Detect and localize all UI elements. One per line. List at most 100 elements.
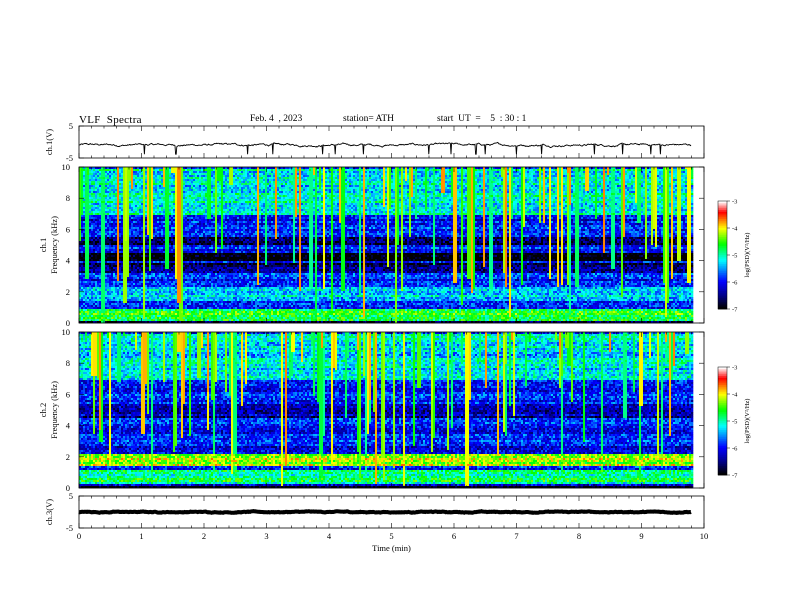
ch1-spectrogram-cell (471, 177, 473, 179)
ch1-spectrogram-cell (233, 171, 235, 173)
ch1-spectrogram-cell (409, 171, 411, 173)
ch1-spectrogram-cell (269, 169, 271, 171)
ch1-spectrogram-cell (159, 171, 161, 173)
ch1-spectrogram-cell (155, 175, 157, 177)
ch1-spectrogram-cell (563, 177, 565, 179)
ch1-spectrogram-cell (663, 173, 665, 175)
ch1-spectrogram-cell (89, 171, 91, 173)
ch1-spectrogram-cell (485, 171, 487, 173)
ch1-spectrogram-cell (533, 169, 535, 171)
ch1-spectrogram-cell (669, 169, 671, 171)
ch1-spectrogram-cell (103, 175, 105, 177)
ch1-spectrogram-cell (291, 173, 293, 175)
ch1-spectrogram-cell (621, 177, 623, 179)
ch1-spectrogram-cell (487, 177, 489, 179)
ch1-spectrogram-cell (645, 171, 647, 173)
ch1-spectrogram-cell (597, 177, 599, 179)
ch1-spectrogram-cell (267, 171, 269, 173)
ch1-spectrogram-cell (449, 175, 451, 177)
ch1-spectrogram-cell (241, 173, 243, 175)
ch1-spectrogram-cell (483, 171, 485, 173)
ch1-spectrogram-cell (581, 169, 583, 171)
ch1-spectrogram-cell (371, 173, 373, 175)
ch1-spectrogram-cell (279, 171, 281, 173)
ch1-spectrogram-cell (673, 171, 675, 173)
ch1-spectrogram-cell (469, 169, 471, 171)
ch1-spectrogram-cell (331, 175, 333, 177)
ch1-spectrogram-cell (449, 169, 451, 171)
ch1-spectrogram-cell (593, 175, 595, 177)
ch1-spectrogram-cell (503, 175, 505, 177)
ch1-spectrogram-cell (613, 173, 615, 175)
ch1-spectrogram-cell (265, 177, 267, 179)
ch1-spectrogram-cell (365, 169, 367, 171)
ch1-spectrogram-cell (661, 169, 663, 171)
ch1-spectrogram-cell (491, 177, 493, 179)
ch1-spectrogram-cell (687, 173, 689, 175)
ch1-spectrogram-cell (431, 171, 433, 173)
ch1-spectrogram-cell (669, 177, 671, 179)
ch1-spectrogram-cell (265, 175, 267, 177)
ch1-spectrogram-cell (673, 175, 675, 177)
ch1-spectrogram-cell (189, 169, 191, 171)
ch1-spectrogram-cell (209, 177, 211, 179)
ch1-spectrogram-cell (575, 169, 577, 171)
ch1-spectrogram-cell (459, 177, 461, 179)
ch1-spectrogram-cell (335, 175, 337, 177)
ch1-spectrogram-cell (451, 173, 453, 175)
ch1-spectrogram-cell (199, 173, 201, 175)
ch1-spectrogram-cell (253, 173, 255, 175)
ch1-spectrogram-cell (365, 173, 367, 175)
ch1-spectrogram-cell (115, 169, 117, 171)
ch1-spectrogram-cell (309, 173, 311, 175)
ch1-spectrogram-cell (603, 177, 605, 179)
ch1-spectrogram-cell (233, 169, 235, 171)
ch1-spectrogram-cell (373, 175, 375, 177)
ch1-spectrogram-cell (551, 173, 553, 175)
ch1-spectrogram-cell (637, 173, 639, 175)
ch1-spectrogram-cell (627, 173, 629, 175)
ch1-spectrogram-cell (107, 169, 109, 171)
ch1-spectrogram-cell (643, 173, 645, 175)
ch1-spectrogram-cell (239, 177, 241, 179)
ch1-spectrogram-cell (671, 175, 673, 177)
ch1-spectrogram-cell (135, 177, 137, 179)
ch1-spectrogram-cell (593, 177, 595, 179)
ch1-spectrogram-cell (405, 177, 407, 179)
ch1-spectrogram-cell (209, 175, 211, 177)
ch1-spectrogram-cell (573, 173, 575, 175)
ch1-spectrogram-cell (209, 173, 211, 175)
ch1-spectrogram-cell (157, 177, 159, 179)
ch1-spectrogram-cell (351, 169, 353, 171)
ch1-spectrogram-cell (649, 173, 651, 175)
ch1-spectrogram-cell (95, 177, 97, 179)
ch1-spectrogram-cell (597, 175, 599, 177)
ch1-spectrogram-cell (339, 175, 341, 177)
ch1-spectrogram-cell (219, 173, 221, 175)
ch1-spectrogram-cell (631, 177, 633, 179)
ch1-spectrogram-cell (117, 171, 119, 173)
ch1-spectrogram-cell (431, 175, 433, 177)
ch1-spectrogram-cell (655, 173, 657, 175)
ch1-spectrogram-cell (445, 173, 447, 175)
ch1-spectrogram-cell (681, 177, 683, 179)
ch1-spectrogram-cell (635, 173, 637, 175)
ch1-spectrogram-cell (125, 175, 127, 177)
ch1-spectrogram-cell (389, 171, 391, 173)
ch1-spectrogram-cell (367, 169, 369, 171)
ch1-spectrogram-cell (427, 171, 429, 173)
ch1-spectrogram-cell (487, 169, 489, 171)
ch1-spectrogram-cell (147, 179, 149, 181)
ch1-spectrogram-cell (105, 177, 107, 179)
ch1-spectrogram-cell (335, 177, 337, 179)
ch1-spectrogram-cell (179, 179, 181, 181)
ch1-spectrogram-cell (617, 175, 619, 177)
ch1-spectrogram-cell (167, 169, 169, 171)
ch1-spectrogram-cell (539, 171, 541, 173)
ch1-spectrogram-cell (259, 175, 261, 177)
ch1-spectrogram-cell (599, 177, 601, 179)
ch1-spectrogram-cell (95, 173, 97, 175)
ch1-spectrogram-cell (495, 173, 497, 175)
ch1-spectrogram-cell (515, 171, 517, 173)
ch1-spectrogram-cell (257, 175, 259, 177)
